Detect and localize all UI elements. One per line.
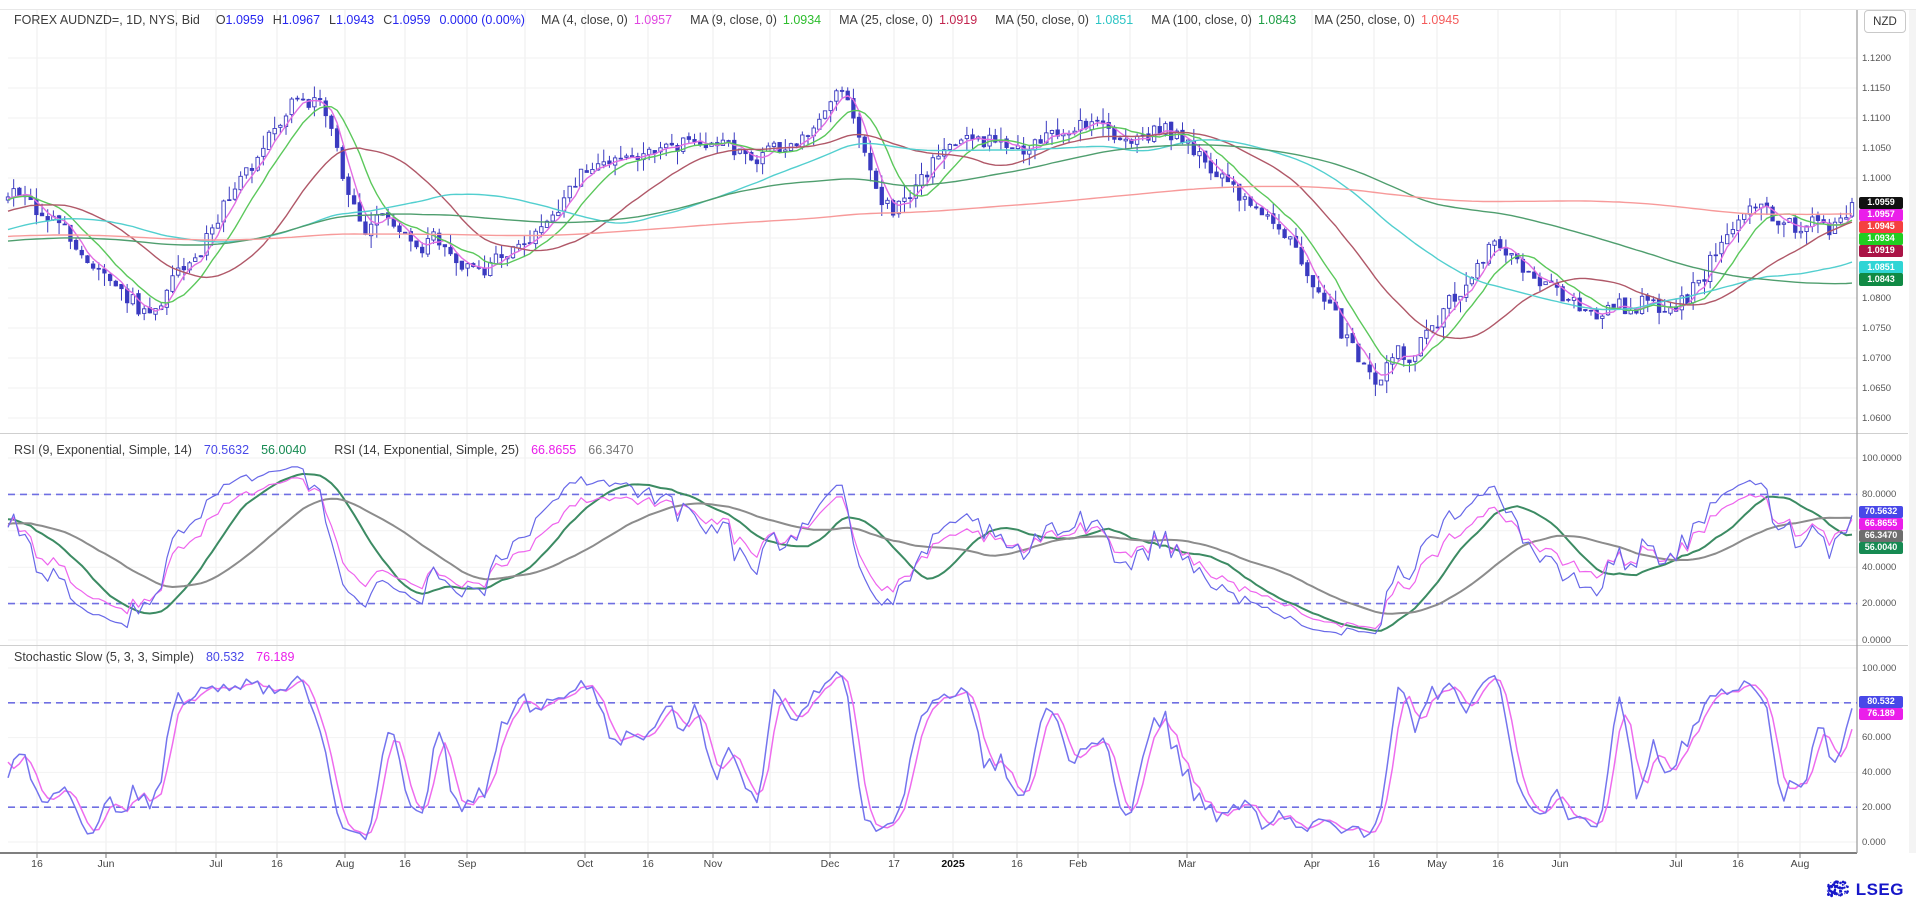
currency-badge[interactable]: NZD [1864,10,1906,33]
pane-title-part: 80.532 [205,650,245,664]
time-axis-label: Jul [1669,858,1683,870]
pane-title-part: 70.5632 [203,443,250,457]
lseg-logo[interactable]: LSEG [1825,878,1904,901]
time-axis-label: Oct [576,858,594,870]
price-axis-label: 1.1100 [1862,112,1891,124]
time-axis-label: Aug [335,858,355,870]
time-axis-label: Jun [1551,858,1569,870]
rsi-badge: 56.0040 [1859,541,1903,555]
price-axis-label: 1.0750 [1862,322,1892,334]
stoch-axis-label: 20.000 [1862,801,1892,813]
time-axis-label: 16 [1368,858,1380,870]
time-axis-label: Jul [209,858,223,870]
pane-title-part: RSI (9, Exponential, Simple, 14) [14,443,192,457]
stoch-axis-label: 0.000 [1862,836,1886,848]
price-axis-label: 1.0700 [1862,352,1892,364]
time-axis-label: Jun [97,858,115,870]
rsi-axis-label: 0.0000 [1862,634,1892,646]
pane-title-part: 66.8655 [531,443,577,457]
stoch-badge: 76.189 [1859,707,1903,721]
price-axis-label: 1.1000 [1862,172,1892,184]
pane-title-part: 56.0040 [261,443,307,457]
quote-field: O1.0959 [215,13,264,27]
price-axis-label: 1.0800 [1862,292,1892,304]
pane-title-part: RSI (14, Exponential, Simple, 25) [334,443,520,457]
price-axis-label: 1.1200 [1862,52,1892,64]
quote-field: C1.0959 [383,13,431,27]
rsi-axis-label: 80.0000 [1862,488,1897,500]
chart-header: FOREX AUDNZD=, 1D, NYS, Bid O1.0959 H1.09… [14,9,1459,31]
price-badge: 1.0851 [1859,261,1903,274]
ma-legend-item[interactable]: MA (25, close, 0) 1.0919 [839,13,978,27]
rsi-axis-label: 100.0000 [1862,452,1902,464]
instrument-title[interactable]: FOREX AUDNZD=, 1D, NYS, Bid [14,13,200,27]
stoch-badge: 80.532 [1859,695,1903,709]
price-badge: 1.0919 [1859,244,1903,258]
stoch-pane-title[interactable]: Stochastic Slow (5, 3, 3, Simple) 80.532 7… [14,650,294,664]
time-axis-label: 2025 [941,858,965,870]
lseg-logo-text: LSEG [1855,879,1904,899]
price-badge: 1.0843 [1859,273,1903,286]
rsi-axis-label: 20.0000 [1862,598,1897,610]
time-axis-label: Feb [1068,858,1088,870]
ma-legend-item[interactable]: MA (4, close, 0) 1.0957 [540,13,673,27]
pane-title-part: 76.189 [256,650,295,664]
quote-field: H1.0967 [272,13,321,27]
time-axis-label: May [1427,858,1447,870]
time-axis-label: 16 [642,858,654,870]
time-axis-label: 16 [31,858,43,870]
time-axis-label: Sep [457,858,477,870]
stoch-axis-label: 100.000 [1862,662,1897,674]
price-badge: 1.0959 [1859,196,1903,210]
time-axis-label: 16 [271,858,283,870]
time-axis-label: 16 [1732,858,1744,870]
rsi-badge: 66.8655 [1859,517,1903,531]
time-axis-label: 16 [399,858,411,870]
time-axis-label: 16 [1492,858,1504,870]
pane-title-part: 66.3470 [588,443,634,457]
time-axis-label: Apr [1303,858,1321,870]
time-axis-label: Mar [1177,858,1197,870]
time-axis-label: Dec [820,858,840,870]
price-axis-label: 1.1050 [1862,142,1892,154]
stoch-axis-label: 40.000 [1862,766,1892,778]
rsi-axis-label: 40.0000 [1862,561,1897,573]
quote-field: L1.0943 [329,13,375,27]
rsi-badge: 66.3470 [1859,529,1903,543]
ohlc-quote: O1.0959 H1.0967 L1.0943 C1.0959 0.0000 (0.00… [216,13,525,27]
rsi-badge: 70.5632 [1859,505,1903,519]
ma-legend-item[interactable]: MA (250, close, 0) 1.0945 [1314,13,1460,27]
price-axis-label: 1.0600 [1862,412,1892,424]
rsi-pane-title[interactable]: RSI (9, Exponential, Simple, 14) 70.5632 5… [14,443,633,457]
price-badge: 1.0934 [1859,232,1903,246]
time-axis-label: Nov [703,858,723,870]
quote-field: 0.0000 (0.00%) [439,13,525,27]
time-axis-label: Aug [1790,858,1810,870]
ma-legend-item[interactable]: MA (50, close, 0) 1.0851 [995,13,1134,27]
time-axis-label: 16 [1011,858,1023,870]
lseg-crest-icon [1826,880,1849,898]
ma-legend-item[interactable]: MA (9, close, 0) 1.0934 [690,13,822,27]
price-axis-label: 1.1150 [1862,82,1891,94]
time-axis-label: 17 [888,858,900,870]
ma-legend: MA (4, close, 0) 1.0957 MA (9, close, 0) 1.… [541,13,1459,27]
pane-title-part: Stochastic Slow (5, 3, 3, Simple) [14,650,194,664]
stoch-axis-label: 60.000 [1862,732,1892,744]
price-badge: 1.0957 [1859,208,1903,222]
ma-legend-item[interactable]: MA (100, close, 0) 1.0843 [1151,13,1297,27]
price-axis-label: 1.0650 [1862,382,1892,394]
price-badge: 1.0945 [1859,220,1903,234]
